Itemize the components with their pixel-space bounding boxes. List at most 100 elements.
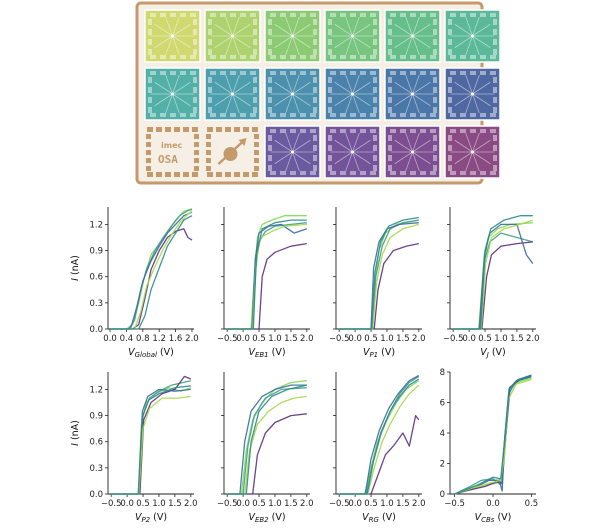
x-tick-label: 2.0 bbox=[300, 334, 314, 344]
fanout-line bbox=[465, 35, 473, 56]
bond-pad bbox=[253, 87, 257, 93]
fanout-line bbox=[292, 93, 300, 114]
fanout-line bbox=[154, 35, 173, 49]
frame-pad bbox=[207, 172, 213, 177]
fanout-line bbox=[412, 23, 431, 37]
bond-pad bbox=[290, 113, 296, 117]
y-tick-label: 1.2 bbox=[89, 220, 103, 230]
x-tick-label: −0.5 bbox=[217, 334, 238, 344]
bond-pad bbox=[328, 49, 332, 55]
x-tick-label: −0.5 bbox=[217, 499, 238, 509]
bond-pad bbox=[313, 135, 317, 141]
fanout-line bbox=[352, 16, 360, 37]
bond-pad bbox=[430, 71, 436, 75]
bond-pad bbox=[490, 13, 496, 17]
bond-pad bbox=[328, 135, 332, 141]
bond-pad bbox=[433, 145, 437, 151]
fanout-line bbox=[412, 16, 420, 37]
device-center bbox=[471, 150, 474, 154]
bond-pad bbox=[340, 129, 346, 133]
fanout-line bbox=[165, 93, 173, 114]
bond-pad bbox=[373, 49, 377, 55]
fanout-line bbox=[472, 151, 480, 172]
bond-pad bbox=[450, 129, 456, 133]
bond-pad bbox=[400, 129, 406, 133]
frame-pad bbox=[146, 150, 151, 155]
fanout-line bbox=[352, 139, 371, 153]
series-line bbox=[110, 210, 193, 330]
bond-pad bbox=[373, 29, 377, 35]
frame-pad bbox=[225, 127, 231, 132]
fanout-line bbox=[292, 35, 300, 56]
x-tick-label: 0.0 bbox=[236, 334, 250, 344]
imec-logo-text: imec bbox=[161, 141, 183, 150]
bond-pad bbox=[388, 19, 392, 25]
bond-pad bbox=[170, 71, 176, 75]
bond-pad bbox=[253, 97, 257, 103]
x-tick-label: 1.0 bbox=[268, 499, 282, 509]
fanout-line bbox=[334, 151, 353, 165]
bond-pad bbox=[410, 129, 416, 133]
bond-pad bbox=[340, 13, 346, 17]
fanout-line bbox=[412, 81, 431, 95]
bond-pad bbox=[330, 113, 336, 117]
x-tick-label: 0.0 bbox=[486, 499, 500, 509]
subplot: −0.5 0.0 0.5 0 2 4 6 8 VCBs (V) bbox=[440, 368, 539, 524]
bond-pad bbox=[493, 87, 497, 93]
bond-pad bbox=[370, 171, 376, 175]
subplot: −0.50.0 0.5 1.0 1.5 2.0 VEB2 (V) bbox=[217, 372, 314, 524]
bond-pad bbox=[148, 49, 152, 55]
frame-pad bbox=[206, 158, 211, 163]
bond-pad bbox=[370, 129, 376, 133]
fanout-line bbox=[405, 35, 413, 56]
fanout-line bbox=[345, 93, 353, 114]
x-tick-label: −0.5 bbox=[329, 499, 350, 509]
fanout-line bbox=[172, 16, 180, 37]
fanout-line bbox=[292, 151, 300, 172]
device-center bbox=[171, 92, 174, 96]
y-tick-label: 1.2 bbox=[89, 385, 103, 395]
fanout-line bbox=[232, 81, 251, 95]
frame-pad bbox=[194, 166, 199, 171]
x-axis-label: VEB2 (V) bbox=[248, 512, 285, 524]
chip-device-cell bbox=[444, 125, 501, 179]
chip-device-cell bbox=[144, 67, 201, 121]
x-tick-label: −0.5 bbox=[101, 499, 122, 509]
bond-pad bbox=[470, 55, 476, 59]
bond-pad bbox=[268, 107, 272, 113]
bond-pad bbox=[460, 129, 466, 133]
x-tick-label: 0.5 bbox=[525, 499, 539, 509]
bond-pad bbox=[390, 13, 396, 17]
bond-pad bbox=[460, 13, 466, 17]
bond-pad bbox=[420, 113, 426, 117]
fanout-line bbox=[412, 139, 431, 153]
fanout-line bbox=[472, 93, 491, 107]
bond-pad bbox=[430, 13, 436, 17]
bond-pad bbox=[388, 49, 392, 55]
bond-pad bbox=[230, 71, 236, 75]
y-tick-label: 0.9 bbox=[89, 412, 103, 422]
subplot: −0.50.0 0.5 1.0 1.5 2.0 VRG (V) bbox=[329, 372, 426, 524]
bond-pad bbox=[148, 77, 152, 83]
series-line bbox=[227, 413, 307, 495]
bond-pad bbox=[373, 155, 377, 161]
chip-device-cell bbox=[324, 9, 381, 63]
bond-pad bbox=[448, 165, 452, 171]
bond-pad bbox=[230, 113, 236, 117]
fanout-line bbox=[465, 93, 473, 114]
bond-pad bbox=[350, 55, 356, 59]
bond-pad bbox=[170, 55, 176, 59]
bond-pad bbox=[160, 113, 166, 117]
x-tick-label: 2.0 bbox=[526, 334, 540, 344]
bond-pad bbox=[170, 113, 176, 117]
series-line bbox=[454, 375, 532, 495]
fanout-line bbox=[352, 151, 371, 165]
bond-pad bbox=[410, 113, 416, 117]
bond-pad bbox=[268, 155, 272, 161]
fanout-line bbox=[412, 151, 420, 172]
frame-pad bbox=[206, 142, 211, 147]
bond-pad bbox=[460, 55, 466, 59]
bond-pad bbox=[280, 71, 286, 75]
bond-pad bbox=[388, 135, 392, 141]
bond-pad bbox=[330, 71, 336, 75]
